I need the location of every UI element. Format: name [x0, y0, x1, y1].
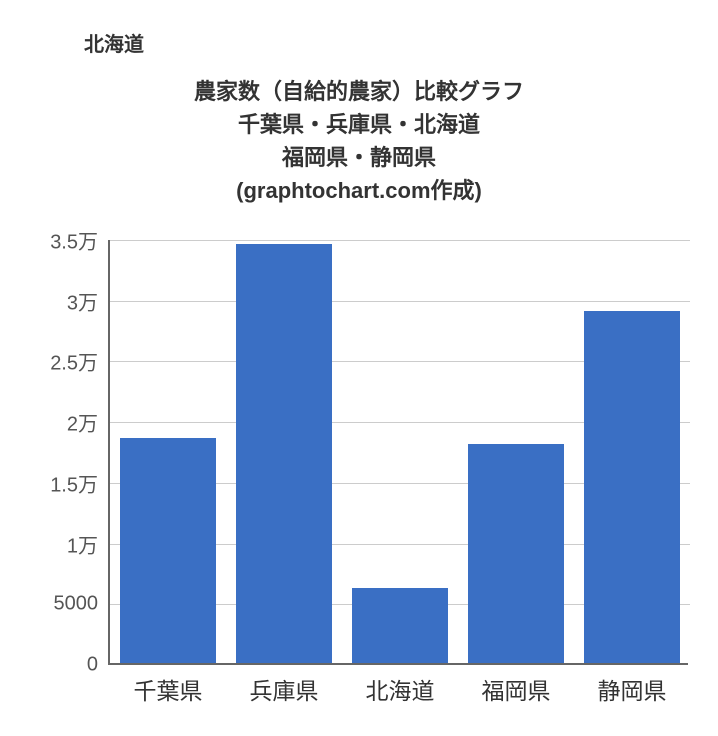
plot-region: 050001万1.5万2万2.5万3万3.5万千葉県兵庫県北海道福岡県静岡県 — [108, 240, 688, 665]
title-line-2: 千葉県・兵庫県・北海道 — [0, 108, 718, 141]
ytick-label: 2万 — [0, 408, 98, 437]
ytick-label: 2.5万 — [0, 347, 98, 376]
bar — [120, 438, 216, 663]
title-line-3: 福岡県・静岡県 — [0, 141, 718, 174]
ytick-label: 1.5万 — [0, 468, 98, 497]
bar — [236, 244, 332, 663]
chart-area: 050001万1.5万2万2.5万3万3.5万千葉県兵庫県北海道福岡県静岡県 — [108, 240, 688, 665]
ytick-label: 1万 — [0, 529, 98, 558]
bar — [468, 444, 564, 663]
bar — [584, 311, 680, 663]
ytick-label: 3万 — [0, 286, 98, 315]
xtick-label: 静岡県 — [574, 672, 690, 706]
ytick-label: 0 — [0, 654, 98, 677]
xtick-label: 兵庫県 — [226, 672, 342, 706]
gridline — [110, 240, 690, 241]
title-line-4: (graphtochart.com作成) — [0, 174, 718, 207]
header-label: 北海道 — [84, 28, 144, 57]
xtick-label: 千葉県 — [110, 672, 226, 706]
gridline — [110, 301, 690, 302]
bar — [352, 588, 448, 663]
xtick-label: 北海道 — [342, 672, 458, 706]
ytick-label: 3.5万 — [0, 226, 98, 255]
chart-title: 農家数（自給的農家）比較グラフ 千葉県・兵庫県・北海道 福岡県・静岡県 (gra… — [0, 75, 718, 207]
ytick-label: 5000 — [0, 593, 98, 616]
title-line-1: 農家数（自給的農家）比較グラフ — [0, 75, 718, 108]
xtick-label: 福岡県 — [458, 672, 574, 706]
